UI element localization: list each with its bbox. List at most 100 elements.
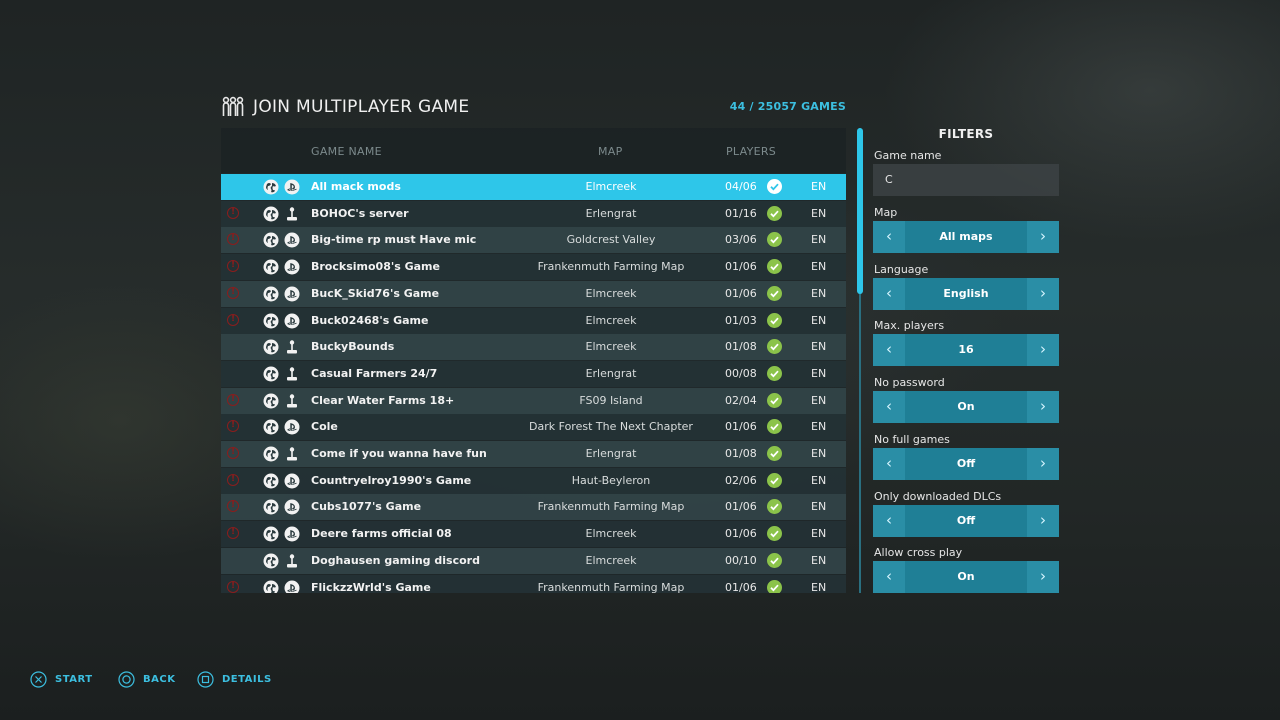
table-row[interactable]: ! Cole Dark Forest The Next Chapter 01/06 …: [221, 414, 846, 441]
chevron-right-icon[interactable]: ›: [1027, 221, 1059, 253]
globe-icon: [263, 526, 279, 542]
map-value: All maps: [939, 230, 993, 243]
game-language: EN: [811, 340, 827, 354]
game-map: Haut-Beyleron: [571, 473, 651, 487]
globe-icon: [263, 473, 279, 489]
table-row[interactable]: ! Brocksimo08's Game Frankenmuth Farming …: [221, 254, 846, 281]
chevron-left-icon[interactable]: ‹: [873, 561, 905, 594]
game-map: Elmcreek: [585, 527, 637, 541]
language-selector[interactable]: ‹ English ›: [873, 277, 1059, 310]
player-count: 03/06: [725, 233, 757, 247]
check-icon: [767, 446, 782, 461]
game-map: Elmcreek: [585, 553, 637, 567]
game-name: Countryelroy1990's Game: [311, 473, 472, 487]
player-count: 01/08: [725, 447, 757, 460]
game-name: BuckyBounds: [311, 340, 395, 354]
game-name: Casual Farmers 24/7: [311, 366, 438, 380]
chevron-left-icon[interactable]: ‹: [873, 391, 905, 424]
warning-icon: !: [227, 206, 239, 219]
check-icon: [767, 285, 782, 301]
chevron-left-icon[interactable]: ‹: [873, 277, 905, 310]
game-map: Erlengrat: [585, 206, 637, 220]
chevron-left-icon[interactable]: ‹: [873, 221, 905, 253]
game-language: EN: [811, 180, 827, 193]
globe-icon: [263, 580, 279, 593]
table-row[interactable]: ! Come if you wanna have fun Erlengrat 01/…: [221, 441, 846, 467]
table-row[interactable]: ! BucK_Skid76's Game Elmcreek 01/06 EN: [221, 280, 846, 307]
globe-icon: [263, 259, 279, 275]
warning-icon: !: [227, 313, 239, 326]
no-password-value: On: [957, 400, 975, 414]
game-language: EN: [811, 447, 827, 460]
warning-icon: !: [227, 420, 239, 433]
no-full-games-selector[interactable]: ‹ Off ›: [873, 447, 1059, 480]
game-language: EN: [811, 393, 827, 407]
chevron-left-icon[interactable]: ‹: [873, 504, 905, 537]
player-count: 01/08: [725, 340, 757, 354]
globe-icon: [263, 366, 279, 382]
check-icon: [767, 339, 782, 355]
playstation-icon: [284, 419, 300, 435]
game-map: Frankenmuth Farming Map: [537, 260, 685, 274]
chevron-left-icon[interactable]: ‹: [873, 447, 905, 480]
game-name-input[interactable]: C: [873, 164, 1059, 196]
table-row[interactable]: ! Cubs1077's Game Frankenmuth Farming Map…: [221, 494, 846, 521]
allow-cross-play-selector[interactable]: ‹ On ›: [873, 561, 1059, 594]
player-count: 01/06: [725, 580, 757, 594]
player-count: 00/08: [725, 366, 757, 380]
map-selector[interactable]: ‹ All maps ›: [873, 221, 1059, 253]
games-count: 44 / 25057 GAMES: [729, 100, 846, 113]
games-table: GAME NAME MAP PLAYERS All mack mods Elmcr…: [221, 128, 846, 593]
players-group-icon: [222, 96, 244, 116]
table-row[interactable]: ! BOHOC's server Erlengrat 01/16 EN: [221, 200, 846, 227]
playstation-icon: [284, 313, 300, 329]
game-map: Dark Forest The Next Chapter: [529, 420, 693, 434]
game-map: Elmcreek: [585, 340, 637, 354]
no-full-games-value: Off: [956, 456, 976, 470]
globe-icon: [263, 206, 279, 222]
scrollbar-track[interactable]: [859, 128, 861, 593]
game-name: Cole: [311, 420, 338, 434]
table-row[interactable]: ! Big-time rp must Have mic Goldcrest Val…: [221, 227, 846, 254]
scrollbar-thumb[interactable]: [857, 128, 863, 294]
only-downloaded-dlcs-label: Only downloaded DLCs: [874, 489, 1002, 503]
column-game-name[interactable]: GAME NAME: [311, 145, 382, 158]
playstation-icon: [284, 499, 300, 515]
chevron-left-icon[interactable]: ‹: [873, 334, 905, 367]
globe-icon: [263, 553, 279, 569]
playstation-icon: [284, 232, 300, 248]
globe-icon: [263, 419, 279, 435]
game-language: EN: [811, 260, 827, 274]
table-row[interactable]: ! Buck02468's Game Elmcreek 01/03 EN: [221, 307, 846, 334]
chevron-right-icon[interactable]: ›: [1027, 277, 1059, 310]
warning-icon: !: [227, 473, 239, 486]
player-count: 02/06: [725, 473, 757, 487]
no-password-selector[interactable]: ‹ On ›: [873, 391, 1059, 424]
chevron-right-icon[interactable]: ›: [1027, 391, 1059, 424]
table-row[interactable]: ! Countryelroy1990's Game Haut-Beyleron 02…: [221, 467, 846, 494]
table-row[interactable]: Casual Farmers 24/7 Erlengrat 00/08 EN: [221, 360, 846, 387]
warning-icon: !: [227, 233, 239, 246]
column-players[interactable]: PLAYERS: [726, 145, 777, 158]
table-row[interactable]: Doghausen gaming discord Elmcreek 00/10 EN: [221, 547, 846, 574]
table-row[interactable]: ! Clear Water Farms 18+ FS09 Island 02/04 …: [221, 387, 846, 414]
table-row[interactable]: All mack mods Elmcreek 04/06 EN: [221, 174, 846, 200]
only-downloaded-dlcs-selector[interactable]: ‹ Off ›: [873, 504, 1059, 537]
joystick-icon: [284, 553, 300, 569]
table-row[interactable]: ! FlickzzWrld's Game Frankenmuth Farming …: [221, 574, 846, 594]
game-name: Deere farms official 08: [311, 527, 452, 541]
chevron-right-icon[interactable]: ›: [1027, 334, 1059, 367]
table-row[interactable]: BuckyBounds Elmcreek 01/08 EN: [221, 334, 846, 361]
check-icon: [767, 392, 782, 408]
playstation-icon: [284, 259, 300, 275]
table-row[interactable]: ! Deere farms official 08 Elmcreek 01/06 E…: [221, 521, 846, 548]
chevron-right-icon[interactable]: ›: [1027, 561, 1059, 594]
column-map[interactable]: MAP: [598, 145, 623, 158]
game-map: Erlengrat: [585, 447, 637, 460]
list-scrollbar[interactable]: [857, 128, 863, 593]
joystick-icon: [284, 206, 300, 222]
chevron-right-icon[interactable]: ›: [1027, 504, 1059, 537]
player-count: 01/06: [725, 500, 757, 514]
chevron-right-icon[interactable]: ›: [1027, 447, 1059, 480]
max-players-selector[interactable]: ‹ 16 ›: [873, 334, 1059, 367]
